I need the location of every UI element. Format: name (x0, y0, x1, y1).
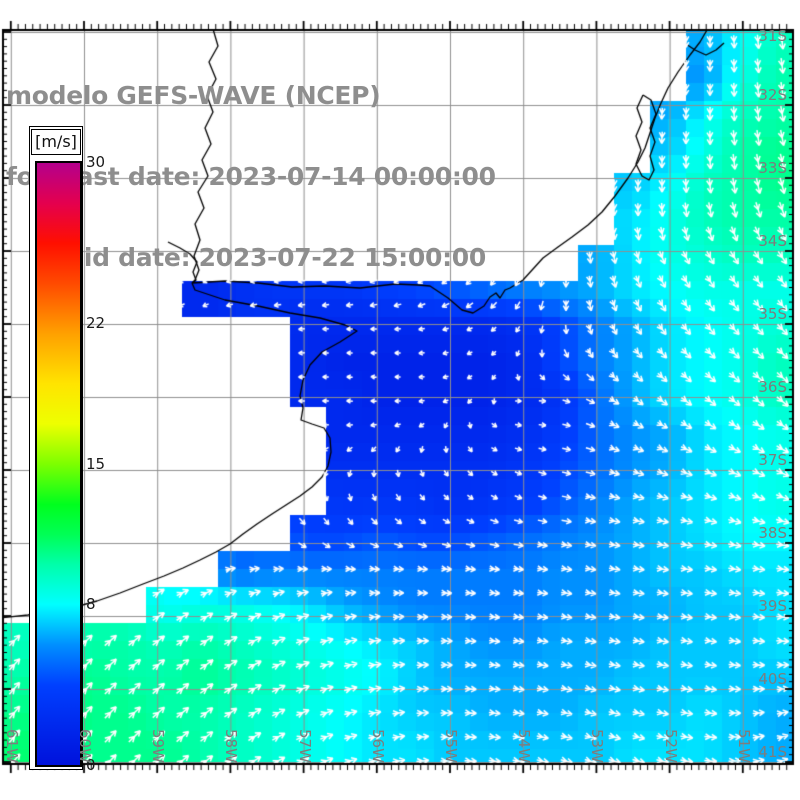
longitude-tick-label: 51W (734, 729, 753, 763)
longitude-tick-label: 59W (149, 729, 168, 763)
latitude-tick-label: 39S (758, 597, 787, 615)
longitude-tick-label: 52W (661, 729, 680, 763)
colorbar-gradient (35, 161, 82, 767)
latitude-tick-label: 31S (758, 27, 787, 45)
colorbar-tick-label: 22 (86, 313, 106, 332)
latitude-tick-label: 37S (758, 451, 787, 469)
longitude-tick-label: 57W (295, 729, 314, 763)
colorbar-tick-label: 15 (86, 454, 106, 473)
model-name-title: modelo GEFS-WAVE (NCEP) (6, 81, 381, 110)
longitude-tick-label: 61W (2, 729, 21, 763)
latitude-tick-label: 41S (758, 743, 787, 761)
latitude-tick-label: 32S (758, 86, 787, 104)
longitude-tick-label: 60W (76, 729, 94, 763)
latitude-tick-label: 38S (758, 524, 787, 542)
latitude-tick-label: 40S (758, 670, 787, 688)
latitude-tick-label: 35S (758, 305, 787, 323)
longitude-tick-label: 53W (588, 729, 607, 763)
colorbar-tick-label: 8 (86, 595, 96, 614)
colorbar-tick-label: 0 (86, 756, 96, 774)
colorbar-panel: [m/s] (29, 126, 83, 770)
longitude-tick-label: 56W (368, 729, 387, 763)
longitude-tick-label: 58W (222, 729, 241, 763)
colorbar-tick-label: 30 (86, 153, 106, 171)
longitude-tick-label: 54W (515, 729, 534, 763)
latitude-tick-label: 36S (758, 378, 787, 396)
latitude-tick-label: 33S (758, 159, 787, 177)
longitude-tick-label: 55W (442, 729, 460, 763)
latitude-tick-label: 34S (758, 232, 787, 250)
colorbar-unit-label: [m/s] (31, 129, 81, 155)
